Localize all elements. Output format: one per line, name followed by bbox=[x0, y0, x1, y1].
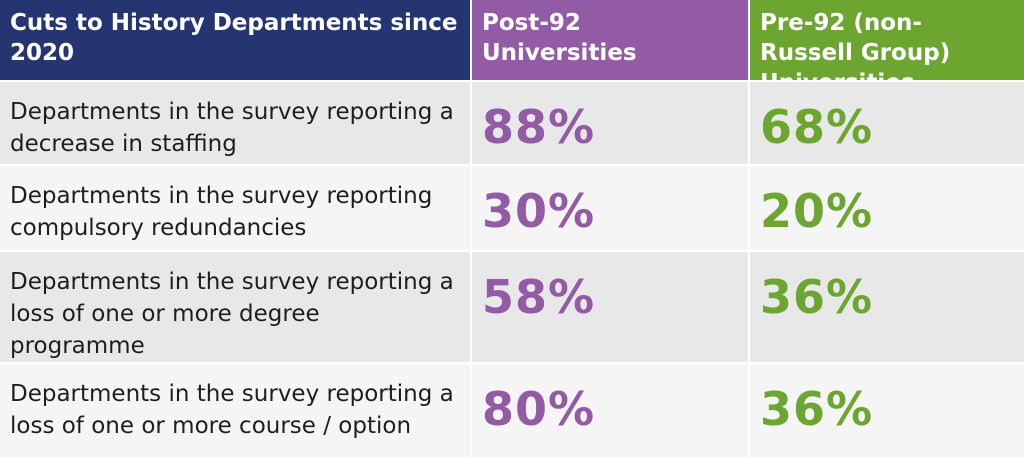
row-3-post-92-value: 58% bbox=[472, 252, 750, 364]
row-3-pre-92-value: 36% bbox=[750, 252, 1024, 364]
row-3-label: Departments in the survey reporting a lo… bbox=[0, 252, 472, 364]
row-2-pre-92-value: 20% bbox=[750, 166, 1024, 252]
row-4-label: Departments in the survey reporting a lo… bbox=[0, 364, 472, 459]
row-1-post-92-value: 88% bbox=[472, 82, 750, 166]
row-4-pre-92-value: 36% bbox=[750, 364, 1024, 459]
header-cell-cuts: Cuts to History Departments since 2020 bbox=[0, 0, 472, 82]
header-cell-post-92: Post-92 Universities bbox=[472, 0, 750, 82]
row-1-label: Departments in the survey reporting a de… bbox=[0, 82, 472, 166]
row-2-label: Departments in the survey reporting comp… bbox=[0, 166, 472, 252]
row-1-pre-92-value: 68% bbox=[750, 82, 1024, 166]
header-cell-pre-92: Pre-92 (non-Russell Group) Universities bbox=[750, 0, 1024, 82]
row-2-post-92-value: 30% bbox=[472, 166, 750, 252]
row-4-post-92-value: 80% bbox=[472, 364, 750, 459]
